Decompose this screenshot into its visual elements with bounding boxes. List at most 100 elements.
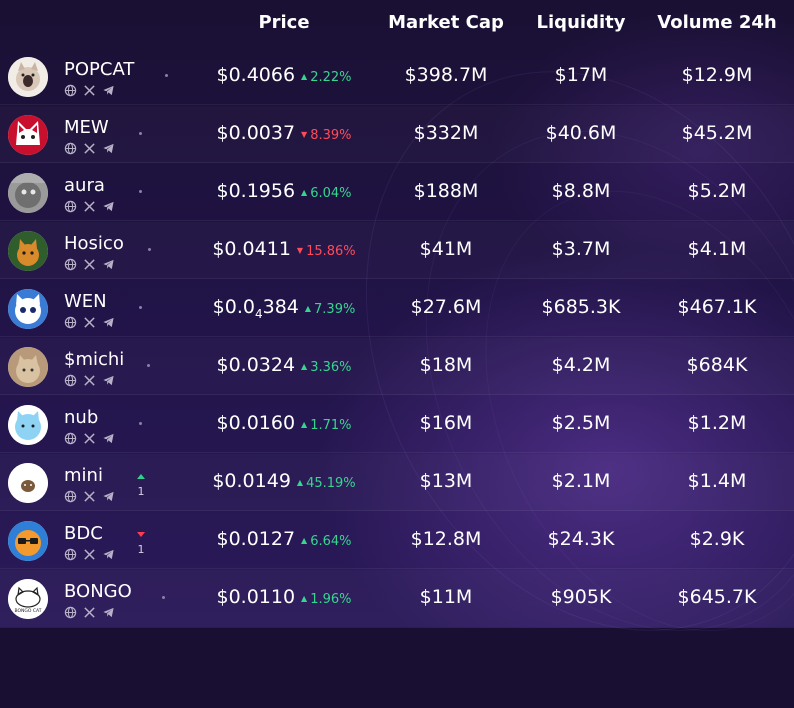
x-icon[interactable] [83, 142, 96, 155]
telegram-icon[interactable] [102, 258, 115, 271]
price-cell: $0.0324 ▲ 3.36% [216, 354, 351, 376]
table-row[interactable]: $michi $0.0324 ▲ 3.36% $18M $4.2M $684K [0, 338, 794, 395]
telegram-icon[interactable] [102, 548, 115, 561]
telegram-icon[interactable] [102, 432, 115, 445]
globe-icon[interactable] [64, 258, 77, 271]
globe-icon[interactable] [64, 490, 77, 503]
token-name[interactable]: BDC [64, 523, 103, 544]
globe-icon[interactable] [64, 606, 77, 619]
up-arrow-icon: ▲ [304, 304, 312, 313]
price-cell: $0.0037 ▼ 8.39% [216, 122, 351, 144]
x-icon[interactable] [83, 84, 96, 97]
separator-dot [139, 422, 142, 425]
telegram-icon[interactable] [102, 316, 115, 329]
token-name[interactable]: POPCAT [64, 59, 135, 80]
header-price[interactable]: Price [258, 12, 310, 33]
rank-change: 1 [134, 474, 148, 498]
separator-dot [148, 248, 151, 251]
x-icon[interactable] [83, 374, 96, 387]
social-links [64, 142, 115, 154]
x-icon[interactable] [83, 316, 96, 329]
price-cell: $0.1956 ▲ 6.04% [216, 180, 351, 202]
table-row[interactable]: WEN $0.04384 ▲ 7.39% $27.6M $685.3K $467.1… [0, 280, 794, 337]
separator-dot [139, 132, 142, 135]
social-links [64, 374, 115, 386]
volume-value: $12.9M [681, 64, 753, 86]
aura-avatar [8, 173, 48, 213]
liquidity-value: $17M [554, 64, 608, 86]
mew-avatar [8, 115, 48, 155]
separator-dot [147, 364, 150, 367]
table-row[interactable]: nub $0.0160 ▲ 1.71% $16M $2.5M $1.2M [0, 396, 794, 453]
up-arrow-icon: ▲ [301, 536, 308, 545]
x-icon[interactable] [83, 200, 96, 213]
token-name[interactable]: aura [64, 175, 105, 196]
globe-icon[interactable] [64, 374, 77, 387]
social-links [64, 316, 115, 328]
globe-icon[interactable] [64, 84, 77, 97]
x-icon[interactable] [83, 606, 96, 619]
social-links [64, 258, 115, 270]
price-value: $0.0411 [212, 238, 291, 260]
market-cap-value: $16M [419, 412, 473, 434]
price-cell: $0.4066 ▲ 2.22% [216, 64, 351, 86]
market-cap-value: $11M [419, 586, 473, 608]
telegram-icon[interactable] [102, 374, 115, 387]
rank-down-icon [137, 532, 145, 537]
price-change: ▲ 3.36% [301, 360, 352, 375]
volume-value: $1.4M [687, 470, 747, 492]
liquidity-value: $4.2M [551, 354, 611, 376]
telegram-icon[interactable] [102, 606, 115, 619]
table-row[interactable]: MEW $0.0037 ▼ 8.39% $332M $40.6M $45.2M [0, 106, 794, 163]
telegram-icon[interactable] [102, 490, 115, 503]
table-row[interactable]: mini 1 $0.0149 ▲ 45.19% $13M $2.1M $1.4M [0, 454, 794, 511]
globe-icon[interactable] [64, 432, 77, 445]
table-row[interactable]: BDC 1 $0.0127 ▲ 6.64% $12.8M $24.3K $2.9K [0, 512, 794, 569]
volume-value: $645.7K [677, 586, 757, 608]
michi-avatar [8, 347, 48, 387]
liquidity-value: $24.3K [547, 528, 615, 550]
x-icon[interactable] [83, 548, 96, 561]
header-volume-24h[interactable]: Volume 24h [657, 12, 777, 33]
token-name[interactable]: BONGO [64, 581, 132, 602]
globe-icon[interactable] [64, 548, 77, 561]
token-name[interactable]: Hosico [64, 233, 124, 254]
price-cell: $0.0110 ▲ 1.96% [216, 586, 351, 608]
table-row[interactable]: POPCAT $0.4066 ▲ 2.22% $398.7M $17M $12.9M [0, 48, 794, 105]
token-name[interactable]: nub [64, 407, 99, 428]
nub-avatar [8, 405, 48, 445]
x-icon[interactable] [83, 490, 96, 503]
token-name[interactable]: MEW [64, 117, 109, 138]
telegram-icon[interactable] [102, 142, 115, 155]
token-name[interactable]: WEN [64, 291, 107, 312]
telegram-icon[interactable] [102, 200, 115, 213]
price-value: $0.0037 [216, 122, 296, 144]
header-liquidity[interactable]: Liquidity [536, 12, 626, 33]
table-row[interactable]: Hosico $0.0411 ▼ 15.86% $41M $3.7M $4.1M [0, 222, 794, 279]
social-links [64, 432, 115, 444]
social-links [64, 490, 115, 502]
x-icon[interactable] [83, 432, 96, 445]
token-name[interactable]: mini [64, 465, 103, 486]
up-arrow-icon: ▲ [301, 420, 308, 429]
volume-value: $467.1K [677, 296, 757, 318]
price-change: ▲ 1.71% [301, 418, 352, 433]
volume-value: $1.2M [687, 412, 747, 434]
liquidity-value: $8.8M [551, 180, 611, 202]
rank-change-count: 1 [137, 543, 145, 556]
price-cell: $0.04384 ▲ 7.39% [213, 296, 356, 321]
telegram-icon[interactable] [102, 84, 115, 97]
volume-value: $684K [686, 354, 748, 376]
table-row[interactable]: aura $0.1956 ▲ 6.04% $188M $8.8M $5.2M [0, 164, 794, 221]
price-cell: $0.0160 ▲ 1.71% [216, 412, 351, 434]
up-arrow-icon: ▲ [301, 594, 308, 603]
token-name[interactable]: $michi [64, 349, 125, 370]
globe-icon[interactable] [64, 142, 77, 155]
x-icon[interactable] [83, 258, 96, 271]
globe-icon[interactable] [64, 316, 77, 329]
table-row[interactable]: BONGO CAT BONGO $0.0110 ▲ 1.96% $11M $905K… [0, 570, 794, 627]
price-change: ▲ 2.22% [301, 70, 352, 85]
globe-icon[interactable] [64, 200, 77, 213]
header-market-cap[interactable]: Market Cap [388, 12, 504, 33]
market-cap-value: $41M [419, 238, 473, 260]
